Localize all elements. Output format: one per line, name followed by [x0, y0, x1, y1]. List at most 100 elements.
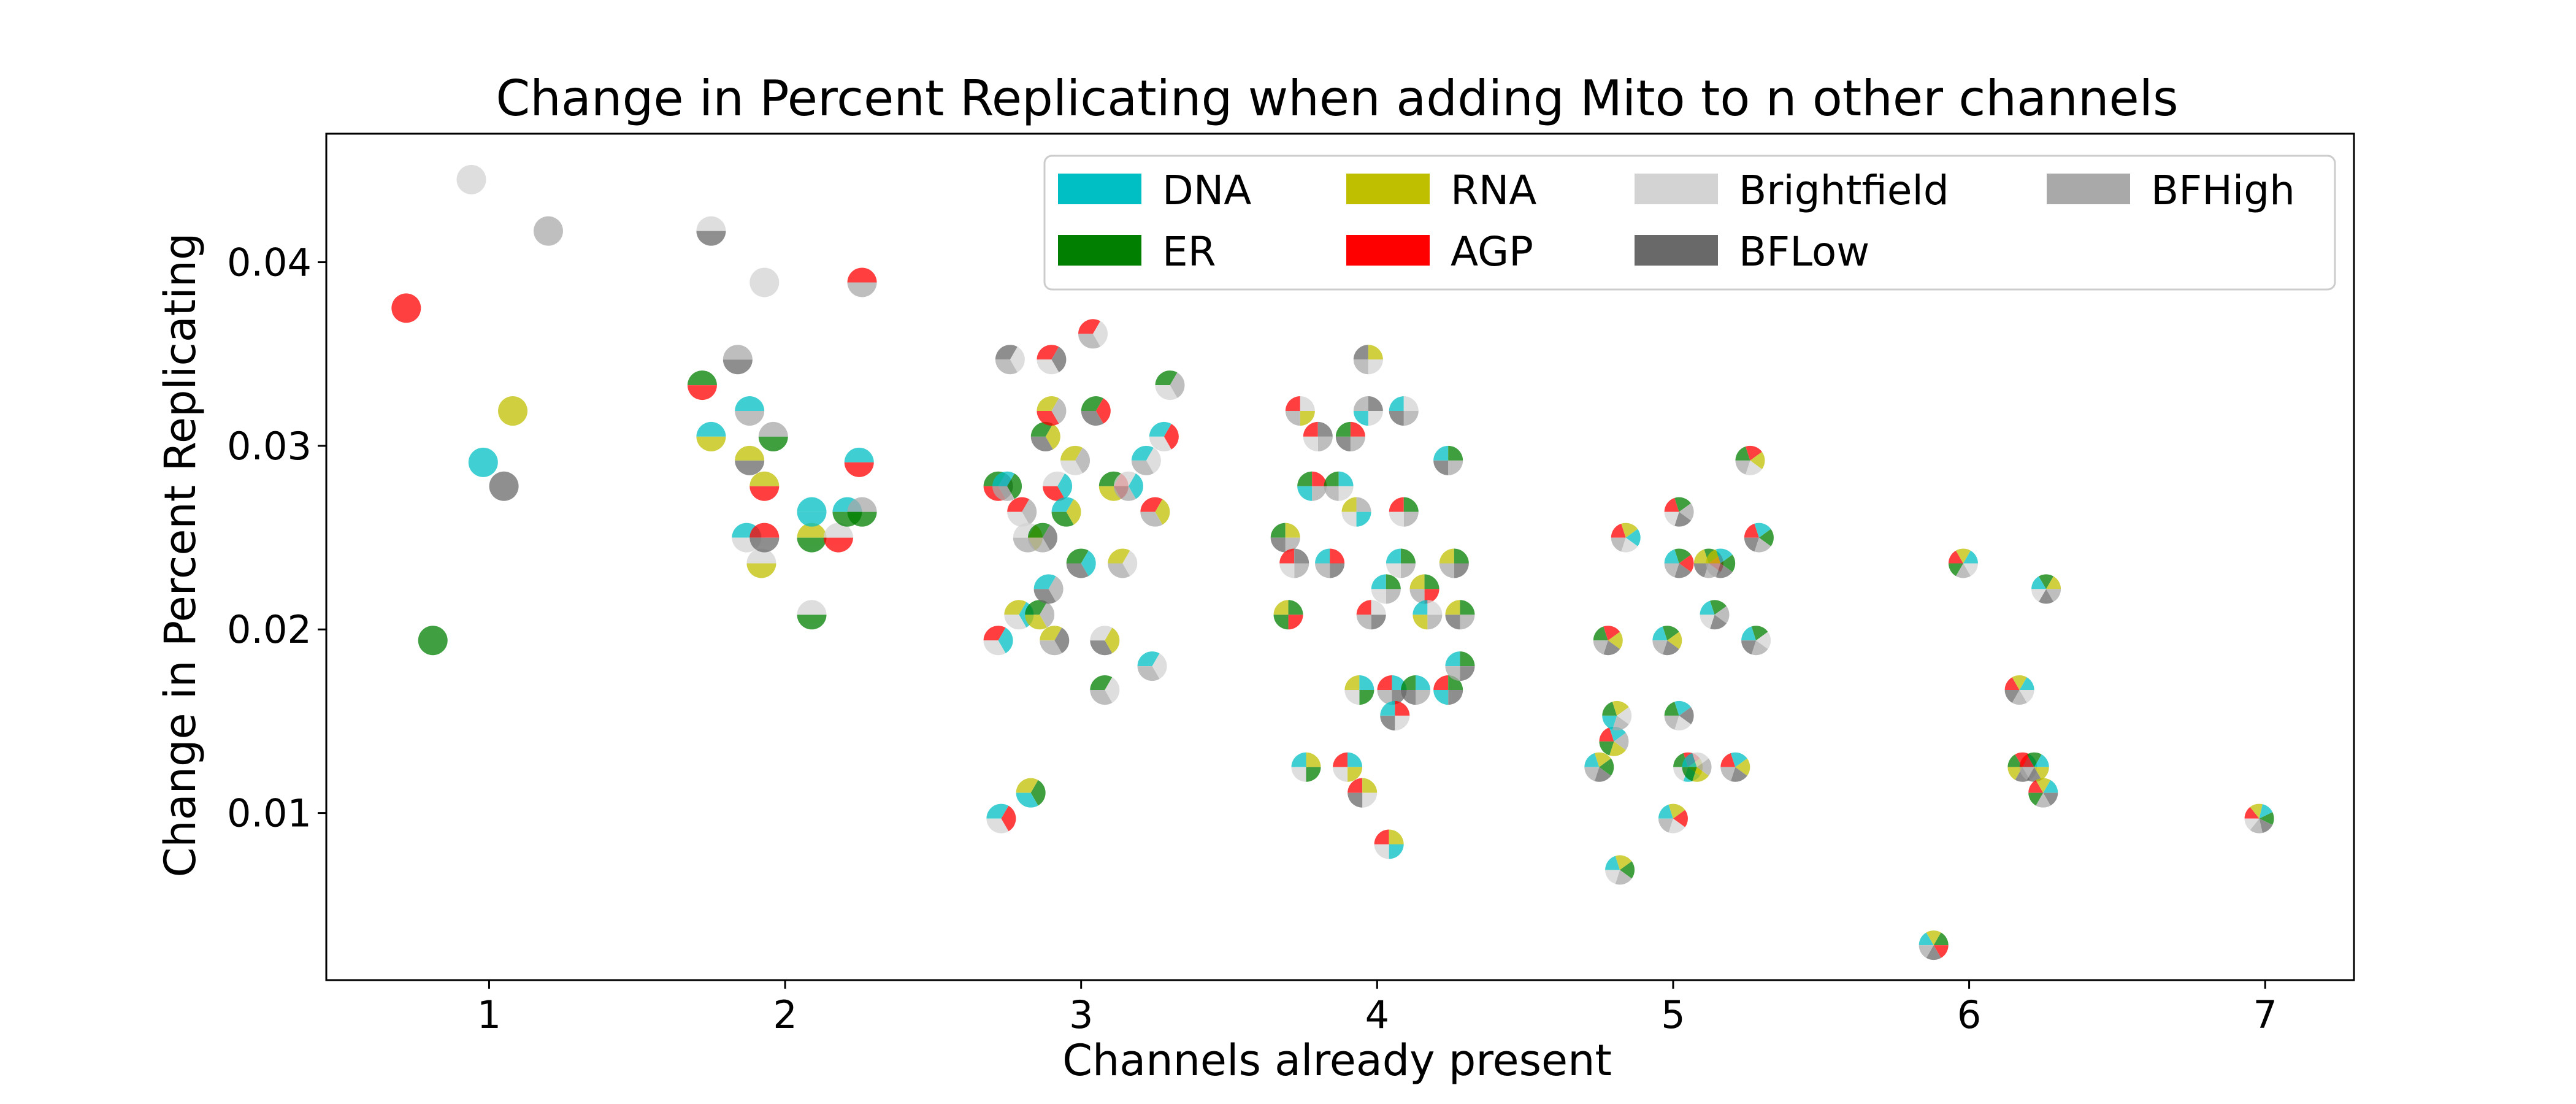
legend-items: DNA RNA Brightfield BFHigh ER AGP BFLow — [1058, 167, 2295, 275]
point-slice — [2043, 792, 2058, 806]
data-point — [1605, 855, 1635, 885]
point-slice — [1750, 451, 1765, 469]
point-slice — [1347, 792, 1363, 808]
point-slice — [1140, 512, 1163, 527]
point-slice — [1433, 445, 1449, 461]
y-tick-label: 0.04 — [227, 240, 312, 285]
point-slice — [1754, 537, 1771, 553]
data-point — [498, 396, 528, 426]
point-slice — [1679, 554, 1694, 572]
legend-swatch — [1346, 174, 1430, 204]
point-slice — [1612, 700, 1629, 716]
point-slice — [1621, 523, 1638, 538]
point-slice — [1413, 600, 1428, 615]
data-point — [1341, 497, 1371, 527]
point-slice — [2034, 767, 2049, 780]
point-slice — [1403, 497, 1419, 512]
point-slice — [1374, 829, 1389, 845]
data-point — [1741, 626, 1771, 656]
point-slice — [1090, 675, 1113, 691]
point-slice — [1066, 548, 1089, 564]
point-slice — [1025, 600, 1048, 615]
point-slice — [1025, 615, 1048, 630]
point-slice — [1389, 829, 1404, 845]
point-slice — [1744, 537, 1759, 552]
point-slice — [2004, 690, 2020, 703]
point-slice — [1353, 396, 1368, 412]
point-slice — [1270, 523, 1286, 538]
point-slice — [2004, 677, 2020, 691]
point-slice — [1584, 767, 1600, 781]
point-slice — [1682, 753, 1697, 767]
point-slice — [1285, 523, 1300, 538]
point-slice — [1066, 499, 1081, 525]
point-slice — [797, 512, 827, 527]
point-slice — [1609, 741, 1626, 756]
data-point — [1664, 700, 1694, 730]
data-point — [735, 445, 765, 475]
data-point — [1043, 471, 1073, 501]
data-point — [2244, 803, 2274, 834]
x-tick-label: 3 — [1069, 992, 1093, 1037]
y-tick-label: 0.01 — [227, 791, 312, 836]
point-slice — [1735, 447, 1750, 461]
point-slice — [1625, 529, 1641, 546]
point-slice — [1926, 930, 1941, 946]
point-slice — [1746, 445, 1762, 461]
point-slice — [1353, 359, 1368, 375]
point-slice — [1668, 803, 1685, 819]
point-slice — [1448, 445, 1463, 461]
point-slice — [1347, 752, 1363, 767]
point-slice — [1043, 486, 1065, 501]
point-slice — [1356, 497, 1371, 512]
point-slice — [1706, 563, 1721, 578]
point-slice — [1335, 421, 1351, 437]
point-slice — [2034, 754, 2049, 767]
point-slice — [1108, 563, 1130, 578]
data-point — [797, 523, 827, 553]
point-slice — [1007, 473, 1022, 499]
point-slice — [1673, 810, 1688, 827]
point-slice — [1715, 563, 1733, 578]
legend-swatch — [1058, 174, 1141, 204]
point-slice — [1294, 563, 1309, 578]
data-point — [1315, 548, 1345, 578]
point-slice — [749, 471, 780, 486]
point-slice — [1368, 359, 1383, 375]
point-slice — [1037, 359, 1059, 375]
point-slice — [746, 563, 776, 578]
data-point — [1439, 548, 1469, 578]
data-point — [1652, 626, 1682, 656]
point-slice — [1389, 512, 1404, 527]
point-slice — [1611, 537, 1626, 552]
point-slice — [986, 803, 1009, 819]
point-slice — [1652, 640, 1668, 655]
data-point — [847, 497, 877, 527]
data-point — [2028, 778, 2058, 808]
data-point — [1353, 396, 1383, 426]
point-slice — [1744, 523, 1759, 538]
point-slice — [1051, 398, 1067, 424]
point-slice — [1380, 700, 1395, 716]
point-slice — [696, 231, 726, 246]
point-slice — [1371, 574, 1386, 589]
point-slice — [1409, 589, 1425, 604]
point-slice — [1347, 767, 1363, 782]
point-slice — [687, 385, 717, 401]
point-slice — [797, 537, 827, 553]
point-slice — [1317, 436, 1333, 451]
point-slice — [1140, 497, 1163, 512]
point-slice — [1030, 780, 1046, 806]
data-point — [696, 421, 726, 451]
point-slice — [468, 447, 498, 477]
point-slice — [1113, 486, 1136, 501]
point-slice — [1667, 632, 1682, 650]
point-slice — [1285, 537, 1300, 553]
point-slice — [1741, 640, 1757, 655]
point-slice — [1288, 615, 1303, 630]
point-slice — [1060, 445, 1083, 461]
data-point — [1389, 396, 1419, 426]
point-slice — [1368, 411, 1383, 426]
point-slice — [1720, 554, 1736, 572]
data-point — [468, 447, 498, 477]
